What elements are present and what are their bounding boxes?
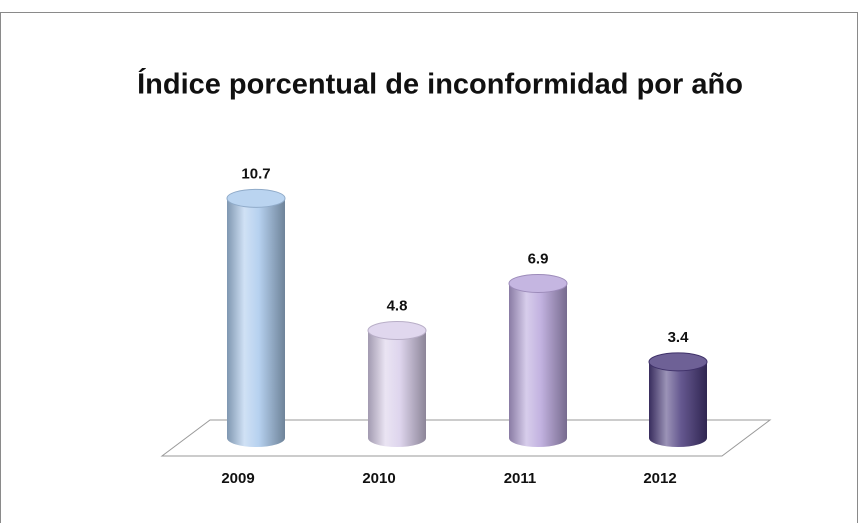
value-label: 6.9 bbox=[528, 250, 549, 267]
bar bbox=[649, 361, 707, 438]
floor bbox=[160, 419, 772, 457]
x-tick-label: 2010 bbox=[362, 470, 395, 487]
bar bbox=[227, 198, 285, 438]
chart-title: Índice porcentual de inconformidad por a… bbox=[137, 67, 743, 101]
value-label: 4.8 bbox=[387, 297, 408, 314]
bar bbox=[509, 283, 567, 438]
value-label: 3.4 bbox=[668, 329, 690, 346]
x-tick-label: 2009 bbox=[221, 470, 254, 487]
value-label: 10.7 bbox=[241, 165, 270, 182]
bar-top bbox=[367, 320, 427, 340]
bar-top bbox=[508, 273, 568, 293]
bar-top bbox=[226, 188, 286, 208]
x-tick-label: 2011 bbox=[504, 470, 537, 487]
x-tick-label: 2012 bbox=[643, 470, 676, 487]
bar bbox=[368, 330, 426, 438]
bar-top bbox=[648, 352, 708, 372]
